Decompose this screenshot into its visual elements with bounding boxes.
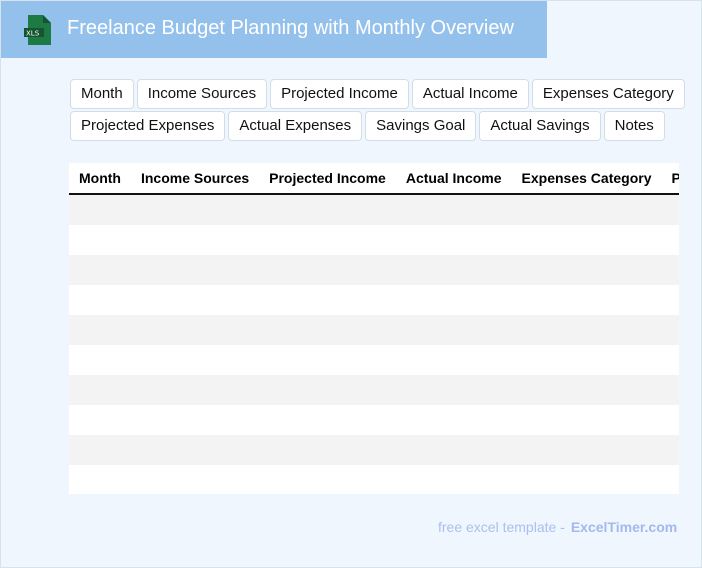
column-header: Actual Income	[405, 170, 502, 186]
table-row	[69, 345, 679, 375]
column-header: Month	[79, 170, 121, 186]
tag-button[interactable]: Expenses Category	[531, 79, 685, 109]
tag-button[interactable]: Projected Income	[270, 79, 409, 109]
tag-button[interactable]: Income Sources	[136, 79, 268, 109]
tag-button[interactable]: Actual Expenses	[228, 111, 363, 141]
table-row	[69, 375, 679, 405]
data-table: Month Income Sources Projected Income Actua…	[69, 163, 679, 494]
table-row	[69, 225, 679, 255]
tag-button[interactable]: Actual Income	[411, 79, 529, 109]
tag-button[interactable]: Projected Expenses	[70, 111, 226, 141]
column-header: Income Sources	[140, 170, 250, 186]
table-row	[69, 465, 679, 494]
table-row	[69, 285, 679, 315]
tag-button[interactable]: Actual Savings	[479, 111, 601, 141]
footer-text: free excel template -	[438, 519, 565, 535]
table-row	[69, 435, 679, 465]
tag-button[interactable]: Notes	[603, 111, 665, 141]
table-row	[69, 255, 679, 285]
tag-button[interactable]: Month	[70, 79, 134, 109]
tag-button[interactable]: Savings Goal	[365, 111, 477, 141]
xls-icon-label: XLS	[26, 30, 40, 38]
table-row	[69, 195, 679, 225]
column-tags: Month Income Sources Projected Income Actua…	[70, 79, 685, 141]
title-banner: XLS Freelance Budget Planning with Month…	[1, 1, 547, 58]
xls-file-icon: XLS	[24, 15, 51, 45]
footer-brand-link[interactable]: ExcelTimer.com	[570, 519, 678, 535]
column-header: Projected Expenses	[671, 170, 680, 186]
table-row	[69, 315, 679, 345]
table-header: Month Income Sources Projected Income Actua…	[69, 163, 679, 195]
table-body	[69, 195, 679, 494]
table-row	[69, 405, 679, 435]
page-title: Freelance Budget Planning with Monthly O…	[67, 17, 514, 39]
column-header: Expenses Category	[521, 170, 652, 186]
footer: free excel template - ExcelTimer.com	[438, 519, 677, 535]
column-header: Projected Income	[269, 170, 386, 186]
